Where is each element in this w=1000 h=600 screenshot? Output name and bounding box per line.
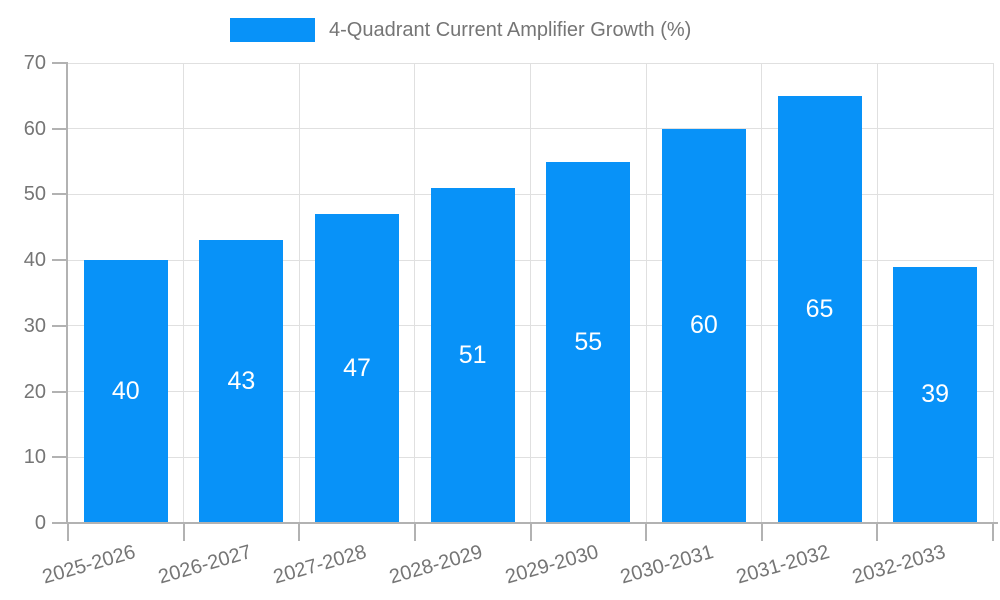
y-tick-label: 30	[23, 314, 46, 337]
y-tick-label: 10	[23, 446, 46, 469]
x-gridline	[530, 63, 531, 523]
x-axis-tick	[992, 523, 994, 541]
bar: 60	[661, 128, 746, 523]
x-gridline	[183, 63, 185, 523]
bar-value-label: 55	[574, 327, 603, 356]
x-axis-tick	[876, 523, 879, 541]
bar: 65	[777, 95, 862, 523]
y-tick-label: 60	[23, 117, 46, 140]
x-category-label: 2028-2029	[387, 540, 486, 589]
bar-value-label: 60	[690, 311, 718, 340]
y-axis-tick	[52, 127, 68, 130]
x-gridline	[645, 63, 647, 523]
x-category-label: 2026-2027	[155, 540, 254, 589]
bar: 43	[199, 240, 284, 523]
x-axis-tick	[298, 523, 301, 541]
y-tick-label: 20	[23, 380, 46, 403]
x-axis-line	[52, 522, 998, 524]
bar: 39	[893, 266, 978, 523]
y-axis-tick	[52, 259, 68, 262]
bar-value-label: 47	[343, 354, 371, 383]
y-tick-label: 0	[34, 512, 46, 534]
bar-value-label: 51	[458, 340, 487, 369]
x-gridline	[992, 63, 994, 523]
x-axis-tick	[182, 523, 185, 541]
x-category-label: 2031-2032	[733, 540, 832, 589]
bar: 40	[83, 260, 168, 523]
bar-value-label: 40	[111, 377, 140, 406]
y-axis-tick	[52, 390, 68, 393]
x-gridline	[761, 63, 763, 523]
legend-swatch-icon	[230, 18, 315, 42]
bar-value-label: 65	[805, 294, 834, 323]
bar: 55	[546, 161, 631, 523]
y-axis-tick	[52, 62, 68, 64]
y-tick-label: 40	[23, 249, 46, 272]
x-axis-tick	[67, 523, 69, 541]
x-axis-tick	[413, 523, 416, 541]
legend-label: 4-Quadrant Current Amplifier Growth (%)	[329, 18, 692, 41]
y-tick-label: 70	[23, 52, 46, 74]
x-category-label: 2029-2030	[502, 540, 601, 589]
legend: 4-Quadrant Current Amplifier Growth (%)	[230, 18, 691, 42]
x-category-label: 2030-2031	[618, 540, 717, 589]
x-gridline	[298, 63, 300, 523]
bar: 47	[315, 214, 400, 523]
y-axis-tick	[52, 193, 68, 196]
x-category-label: 2025-2026	[40, 540, 139, 589]
x-axis-tick	[529, 523, 532, 541]
y-axis-tick	[52, 522, 68, 524]
y-axis-tick	[52, 456, 68, 459]
x-category-label: 2027-2028	[271, 540, 370, 589]
x-axis-tick	[760, 523, 763, 541]
x-category-label: 2032-2033	[849, 540, 948, 589]
x-gridline	[876, 63, 878, 523]
y-axis-tick	[52, 324, 68, 327]
x-axis-tick	[645, 523, 648, 541]
x-gridline	[414, 63, 416, 523]
bar: 51	[430, 187, 515, 523]
bar-value-label: 43	[227, 367, 256, 396]
plot-grid-layer	[68, 62, 994, 523]
y-tick-label: 50	[23, 183, 46, 206]
bar-value-label: 39	[921, 380, 950, 409]
plot-bar-layer: 40 43 47 51 55 60 65 39	[68, 63, 993, 523]
y-axis-line	[66, 63, 68, 523]
